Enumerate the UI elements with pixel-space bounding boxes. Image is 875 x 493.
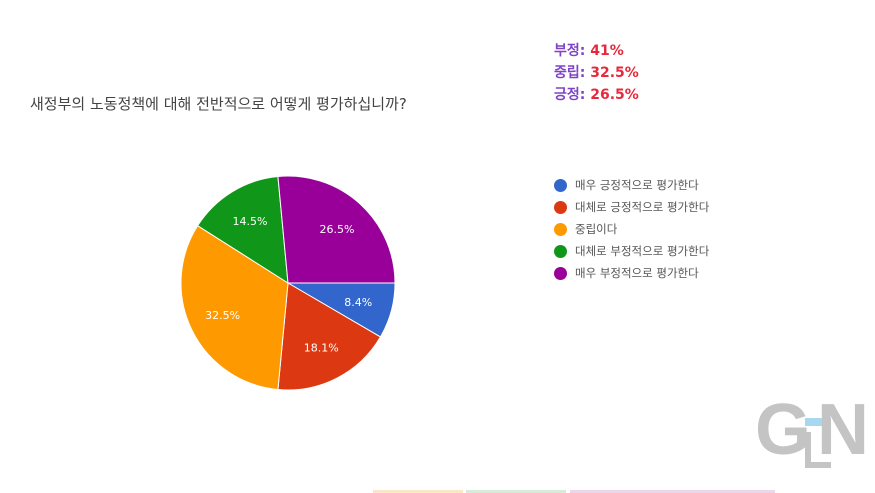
pie-slice[interactable] xyxy=(277,175,396,284)
legend-label: 매우 긍정적으로 평가한다 xyxy=(575,178,699,192)
legend-label: 중립이다 xyxy=(575,222,618,236)
summary-row: 긍정: 26.5% xyxy=(554,87,639,103)
legend-item[interactable]: 대체로 긍정적으로 평가한다 xyxy=(554,196,709,218)
legend-item[interactable]: 매우 긍정적으로 평가한다 xyxy=(554,174,709,196)
legend-swatch xyxy=(554,178,567,192)
summary-annotation: 부정: 41% 중립: 32.5% 긍정: 26.5% xyxy=(554,40,639,106)
svg-text:N: N xyxy=(817,392,865,470)
summary-row: 중립: 32.5% xyxy=(554,65,639,81)
legend-item[interactable]: 대체로 부정적으로 평가한다 xyxy=(554,240,709,262)
bottom-strip xyxy=(570,490,775,493)
legend-swatch xyxy=(554,244,567,258)
legend-label: 대체로 부정적으로 평가한다 xyxy=(575,244,710,258)
legend-swatch xyxy=(554,266,567,280)
summary-row: 부정: 41% xyxy=(554,43,624,59)
legend-item[interactable]: 중립이다 xyxy=(554,218,709,240)
gen-logo: G N xyxy=(755,392,865,470)
slice-label: 26.5% xyxy=(319,223,354,236)
pie-slice[interactable] xyxy=(180,224,289,391)
chart-title: 새정부의 노동정책에 대해 전반적으로 어떻게 평가하십니까? xyxy=(30,95,407,113)
legend-swatch xyxy=(554,200,567,214)
pie-slice[interactable] xyxy=(196,175,289,284)
svg-text:G: G xyxy=(755,392,811,470)
bottom-strip xyxy=(373,490,463,493)
legend-label: 매우 부정적으로 평가한다 xyxy=(575,266,699,280)
legend-swatch xyxy=(554,222,567,236)
legend-label: 대체로 긍정적으로 평가한다 xyxy=(575,200,710,214)
slice-label: 18.1% xyxy=(304,342,339,355)
bottom-strip xyxy=(466,490,566,493)
slice-label: 32.5% xyxy=(205,309,240,322)
slice-label: 14.5% xyxy=(233,215,268,228)
slice-label: 8.4% xyxy=(344,296,372,309)
legend-item[interactable]: 매우 부정적으로 평가한다 xyxy=(554,262,709,284)
pie-slice[interactable] xyxy=(277,282,382,391)
